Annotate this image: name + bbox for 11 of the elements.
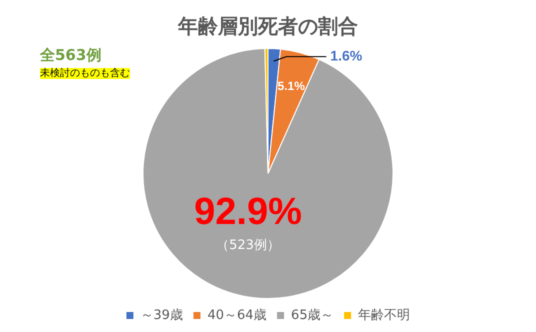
text: （523例） (216, 238, 280, 253)
text: 未検討のものも含む (40, 68, 130, 79)
data-label: 92.9% (194, 190, 302, 233)
text: 全563例 (40, 46, 102, 65)
legend-label: 40～64歳 (207, 308, 267, 323)
legend-label: 65歳～ (291, 308, 334, 323)
legend-label: ～39歳 (140, 308, 183, 323)
legend-label: 年齢不明 (358, 308, 410, 323)
chart-title: 年齢層別死者の割合 (177, 14, 358, 38)
data-label: 1.6% (330, 48, 363, 64)
data-label: 5.1% (278, 78, 306, 93)
